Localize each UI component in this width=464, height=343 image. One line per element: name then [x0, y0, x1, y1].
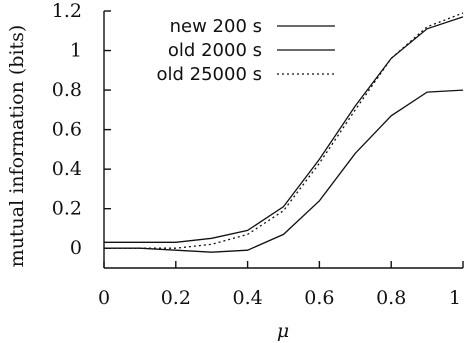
y-tick-label: 1.2: [52, 0, 82, 22]
axes: [103, 11, 463, 269]
series-line-new-200-s: [104, 16, 464, 243]
legend-label: old 25000 s: [156, 64, 262, 85]
x-tick-label: 0.6: [304, 287, 334, 309]
ticks: 0 0.2 0.4 0.6 0.8 1 1.2 0 0.2 0.4 0.6 0.8 1: [52, 0, 464, 309]
series-line-old-25000-s: [104, 12, 464, 249]
x-axis-label: μ: [277, 320, 289, 342]
x-tick-label: 0: [98, 287, 110, 309]
x-tick-label: 1: [449, 287, 461, 309]
x-tick-label: 0.2: [161, 287, 191, 309]
y-tick-label: 0: [70, 237, 82, 259]
y-axis-label: mutual information (bits): [6, 25, 28, 268]
y-tick-label: 0.8: [52, 79, 82, 101]
legend-label: old 2000 s: [168, 40, 262, 61]
y-tick-label: 1: [70, 40, 82, 62]
y-tick-label: 0.2: [52, 198, 82, 220]
series-line-old-2000-s: [104, 89, 464, 253]
y-tick-label: 0.4: [52, 158, 82, 180]
legend: new 200 s old 2000 s old 25000 s: [156, 16, 335, 85]
x-tick-label: 0.8: [376, 287, 406, 309]
legend-label: new 200 s: [170, 16, 262, 37]
x-tick-label: 0.4: [232, 287, 262, 309]
y-tick-label: 0.6: [52, 119, 82, 141]
series-layer: [104, 12, 464, 253]
